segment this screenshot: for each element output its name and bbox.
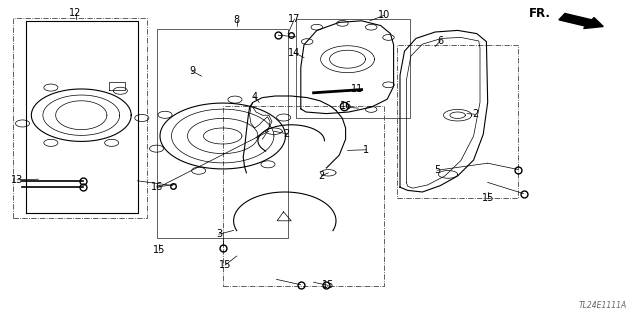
Text: 16: 16: [150, 182, 163, 192]
Text: 5: 5: [434, 165, 440, 175]
Text: 13: 13: [11, 175, 24, 185]
Text: 6: 6: [437, 36, 444, 46]
Text: TL24E1111A: TL24E1111A: [579, 301, 627, 310]
Text: 9: 9: [189, 66, 195, 76]
Text: 12: 12: [69, 8, 82, 18]
Text: 3: 3: [216, 229, 222, 239]
Text: 2: 2: [318, 171, 324, 181]
Text: 11: 11: [351, 84, 364, 94]
Text: 2: 2: [284, 129, 290, 139]
Text: 15: 15: [219, 260, 232, 270]
Bar: [223, 106, 384, 286]
Bar: [157, 29, 288, 238]
Text: 14: 14: [288, 48, 301, 58]
Text: 17: 17: [288, 14, 301, 24]
FancyArrow shape: [559, 13, 604, 28]
Text: 2: 2: [472, 109, 478, 119]
Bar: [296, 19, 410, 118]
Text: 1: 1: [363, 145, 369, 155]
Bar: [397, 45, 518, 198]
Text: 10: 10: [378, 10, 390, 20]
Bar: [13, 18, 147, 218]
Text: 8: 8: [234, 15, 240, 25]
Text: 15: 15: [481, 193, 494, 203]
Text: FR.: FR.: [529, 7, 550, 20]
Text: 16: 16: [339, 101, 352, 111]
Text: 15: 15: [322, 280, 335, 291]
Text: 4: 4: [252, 92, 258, 102]
Text: 15: 15: [152, 244, 165, 255]
